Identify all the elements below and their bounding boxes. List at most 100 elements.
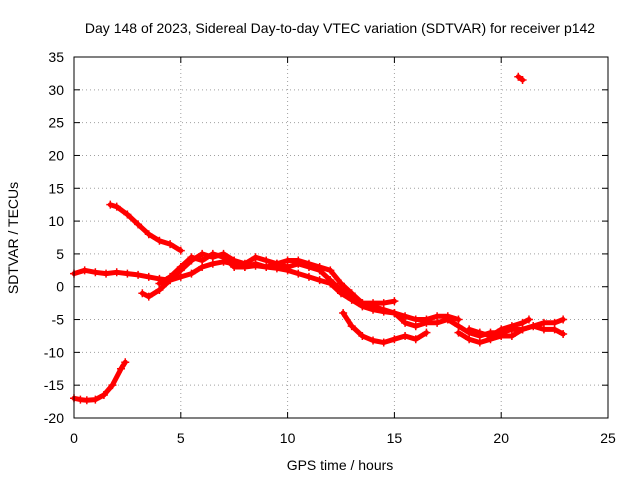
y-axis-title: SDTVAR / TECUs	[5, 182, 21, 294]
data-point	[475, 328, 484, 337]
chart-title: Day 148 of 2023, Sidereal Day-to-day VTE…	[85, 20, 595, 36]
data-point	[219, 253, 228, 262]
data-point	[524, 315, 533, 324]
x-tick-label: 20	[493, 430, 509, 446]
y-tick-label: -20	[44, 410, 64, 426]
data-point	[454, 328, 463, 337]
data-point	[433, 318, 442, 327]
y-tick-label: -10	[44, 344, 64, 360]
data-point	[422, 318, 431, 327]
data-point	[358, 331, 367, 340]
data-point	[497, 325, 506, 334]
data-point	[251, 259, 260, 268]
data-point	[112, 268, 121, 277]
data-point	[315, 263, 324, 272]
data-point	[347, 289, 356, 298]
series-track-9	[465, 315, 533, 340]
data-point	[358, 299, 367, 308]
data-point	[294, 256, 303, 265]
data-point	[80, 266, 89, 275]
series-track-6	[339, 308, 431, 347]
data-point	[123, 269, 132, 278]
data-point	[283, 256, 292, 265]
x-tick-label: 5	[177, 430, 185, 446]
data-point	[144, 230, 153, 239]
series-track-2	[106, 200, 185, 255]
data-point	[401, 331, 410, 340]
data-point	[208, 249, 217, 258]
y-tick-label: 15	[48, 180, 64, 196]
data-point	[262, 263, 271, 272]
y-tick-label: -5	[52, 312, 65, 328]
y-tick-label: 25	[48, 115, 64, 131]
data-point	[411, 335, 420, 344]
data-point	[230, 263, 239, 272]
data-point	[82, 396, 91, 405]
data-point	[339, 308, 348, 317]
data-point	[240, 263, 249, 272]
y-tick-label: 10	[48, 213, 64, 229]
data-point	[155, 279, 164, 288]
data-point	[518, 318, 527, 327]
data-point	[347, 322, 356, 331]
data-point	[475, 338, 484, 347]
data-point	[518, 75, 527, 84]
data-point	[326, 276, 335, 285]
y-tick-label: 0	[56, 279, 64, 295]
data-point	[507, 331, 516, 340]
data-point	[198, 256, 207, 265]
data-point	[108, 381, 117, 390]
data-point	[134, 270, 143, 279]
data-point	[369, 336, 378, 345]
data-point	[106, 200, 115, 209]
x-tick-label: 25	[600, 430, 616, 446]
data-point	[390, 335, 399, 344]
data-point	[337, 279, 345, 288]
x-tick-label: 0	[70, 430, 78, 446]
data-point	[91, 268, 100, 277]
data-point	[176, 246, 185, 255]
data-point	[187, 253, 196, 262]
data-point	[166, 240, 175, 249]
data-point	[166, 272, 175, 281]
data-point	[411, 322, 420, 331]
data-point	[138, 289, 147, 298]
data-point	[550, 325, 559, 334]
y-tick-label: 20	[48, 147, 64, 163]
data-point	[144, 292, 153, 301]
data-point	[294, 269, 303, 278]
y-tick-label: 5	[56, 246, 64, 262]
y-tick-label: 35	[48, 49, 64, 65]
data-point	[123, 210, 132, 219]
y-tick-label: 30	[48, 82, 64, 98]
data-point	[99, 391, 108, 400]
data-point	[559, 329, 568, 338]
x-tick-label: 10	[280, 430, 296, 446]
data-point	[379, 338, 388, 347]
x-axis-title: GPS time / hours	[287, 457, 394, 473]
data-point	[369, 302, 378, 311]
data-point	[121, 358, 130, 367]
data-point	[91, 395, 100, 404]
data-point	[507, 322, 516, 331]
data-point	[102, 269, 111, 278]
data-point	[559, 315, 568, 324]
series-track-10	[514, 72, 527, 84]
data-point	[155, 236, 164, 245]
data-point	[315, 276, 324, 285]
x-tick-label: 15	[387, 430, 403, 446]
data-point	[379, 305, 388, 314]
y-tick-label: -15	[44, 377, 64, 393]
data-point	[187, 269, 196, 278]
data-series	[70, 72, 568, 405]
data-point	[422, 328, 431, 337]
data-point	[390, 297, 399, 306]
data-point	[486, 331, 495, 340]
data-point	[272, 259, 281, 268]
data-point	[112, 202, 121, 211]
data-point	[390, 308, 399, 317]
data-point	[443, 315, 452, 324]
data-point	[134, 220, 143, 229]
